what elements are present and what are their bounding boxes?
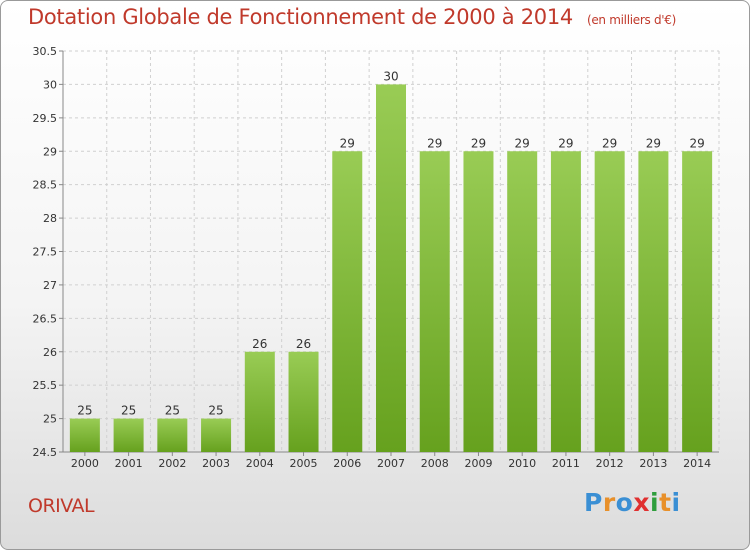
bar-2007 (376, 84, 406, 453)
y-tick-label: 26.5 (33, 312, 58, 325)
bar-2006 (332, 151, 363, 452)
data-label-2004: 26 (252, 337, 267, 351)
x-tick-label-2001: 2001 (115, 457, 143, 470)
chart-title-text: Dotation Globale de Fonctionnement de 20… (28, 5, 573, 29)
bar-2001 (113, 418, 144, 452)
bar-2000 (69, 418, 100, 452)
x-tick-label-2002: 2002 (158, 457, 186, 470)
x-tick-label-2012: 2012 (596, 457, 624, 470)
data-label-2013: 29 (646, 136, 661, 150)
bar-2011 (550, 151, 581, 452)
y-tick-label: 25.5 (33, 379, 58, 392)
bars (69, 84, 713, 453)
data-label-2005: 26 (296, 337, 311, 351)
x-tick-label-2011: 2011 (552, 457, 580, 470)
data-labels: 25 25 25 25 26 26 29 30 29 29 29 29 29 29 29 (77, 69, 705, 417)
x-tick-label-2005: 2005 (290, 457, 318, 470)
data-label-2003: 25 (208, 404, 223, 418)
bar-2010 (507, 151, 538, 452)
y-tick-label: 25 (43, 413, 57, 426)
data-label-2008: 29 (427, 136, 442, 150)
data-label-2011: 29 (558, 136, 573, 150)
bar-2009 (463, 151, 494, 452)
chart-title: Dotation Globale de Fonctionnement de 20… (28, 5, 676, 29)
y-tick-label: 29 (43, 145, 57, 158)
bar-2013 (638, 151, 669, 452)
y-tick-label: 30 (43, 78, 57, 91)
x-tick-label-2006: 2006 (333, 457, 361, 470)
bar-2005 (288, 351, 319, 452)
x-tick-label-2003: 2003 (202, 457, 230, 470)
data-label-2010: 29 (515, 136, 530, 150)
x-tick-label-2010: 2010 (508, 457, 536, 470)
y-tick-label: 30.5 (33, 45, 58, 58)
bar-2003 (201, 418, 232, 452)
bar-2012 (594, 151, 625, 452)
x-tick-label-2004: 2004 (246, 457, 274, 470)
y-tick-label: 27.5 (33, 246, 58, 259)
data-label-2006: 29 (340, 136, 355, 150)
x-tick-label-2014: 2014 (683, 457, 711, 470)
y-tick-label: 27 (43, 279, 57, 292)
data-label-2012: 29 (602, 136, 617, 150)
x-tick-label-2000: 2000 (71, 457, 99, 470)
y-tick-label: 26 (43, 346, 57, 359)
y-tick-label: 29.5 (33, 112, 58, 125)
bar-2014 (682, 151, 713, 452)
data-label-2014: 29 (689, 136, 704, 150)
data-label-2002: 25 (165, 404, 180, 418)
data-label-2000: 25 (77, 404, 92, 418)
data-label-2009: 29 (471, 136, 486, 150)
x-tick-label-2008: 2008 (421, 457, 449, 470)
bar-2002 (157, 418, 188, 452)
bar-2004 (244, 351, 275, 452)
bar-2008 (419, 151, 450, 452)
y-tick-label: 24.5 (33, 446, 58, 459)
x-tick-label-2007: 2007 (377, 457, 405, 470)
data-label-2001: 25 (121, 404, 136, 418)
city-name: ORIVAL (28, 495, 95, 517)
y-tick-label: 28.5 (33, 179, 58, 192)
y-tick-label: 28 (43, 212, 57, 225)
proxiti-logo: Proxiti (584, 488, 681, 517)
chart-unit: (en milliers d'€) (586, 13, 676, 27)
x-tick-label-2009: 2009 (464, 457, 492, 470)
data-label-2007: 30 (383, 69, 398, 83)
x-tick-label-2013: 2013 (639, 457, 667, 470)
